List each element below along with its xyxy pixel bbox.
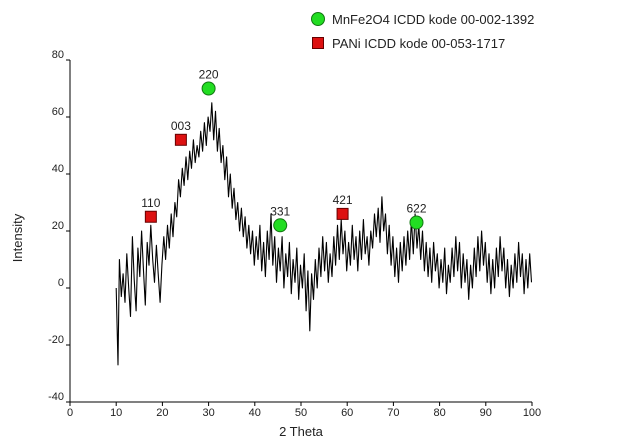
x-tick-label: 0 — [67, 407, 73, 419]
y-tick-label: 60 — [52, 106, 64, 118]
x-tick-label: 20 — [156, 407, 168, 419]
peak-label: 110 — [141, 196, 160, 210]
peak-label: 331 — [270, 204, 290, 218]
peak-label: 220 — [199, 68, 219, 82]
y-tick-label: 80 — [52, 49, 64, 61]
series-line — [115, 102, 533, 366]
peak-marker-square — [144, 210, 157, 223]
legend-label: MnFe2O4 ICDD kode 00-002-1392 — [332, 12, 534, 27]
peak-label: 003 — [171, 119, 191, 133]
y-tick-label: 40 — [52, 163, 64, 175]
x-tick-label: 40 — [249, 407, 261, 419]
peak-annotations: 110 003 220 331 421 622 — [141, 68, 427, 233]
x-tick-label: 10 — [110, 407, 122, 419]
y-tick-label: 20 — [52, 220, 64, 232]
x-axis-label: 2 Theta — [279, 424, 324, 439]
legend-marker-circle — [311, 12, 325, 26]
series-group — [115, 102, 533, 366]
x-tick-label: 70 — [387, 407, 399, 419]
x-tick-label: 80 — [433, 407, 445, 419]
x-tick-label: 30 — [202, 407, 214, 419]
y-tick-label: -40 — [48, 391, 64, 403]
x-tick-label: 90 — [480, 407, 492, 419]
peak-label: 622 — [406, 201, 426, 215]
legend-label: PANi ICDD kode 00-053-1717 — [332, 36, 505, 51]
legend-marker-square — [312, 37, 324, 49]
x-tick-label: 60 — [341, 407, 353, 419]
legend: MnFe2O4 ICDD kode 00-002-1392 PANi ICDD k… — [311, 12, 534, 51]
peak-marker-circle — [273, 218, 288, 233]
x-tick-label: 50 — [295, 407, 307, 419]
axes — [69, 60, 532, 403]
peak-marker-square — [174, 133, 187, 146]
y-axis-label: Intensity — [10, 213, 25, 262]
y-ticks: -40 -20 0 20 40 60 80 — [48, 49, 70, 403]
y-tick-label: 0 — [58, 277, 64, 289]
y-tick-label: -20 — [48, 334, 64, 346]
peak-marker-square — [336, 207, 349, 220]
peak-marker-circle — [409, 215, 424, 230]
peak-marker-circle — [201, 81, 216, 96]
x-ticks: 0 10 20 30 40 50 60 70 80 90 100 — [67, 402, 541, 419]
x-tick-label: 100 — [523, 407, 541, 419]
peak-label: 421 — [333, 193, 353, 207]
